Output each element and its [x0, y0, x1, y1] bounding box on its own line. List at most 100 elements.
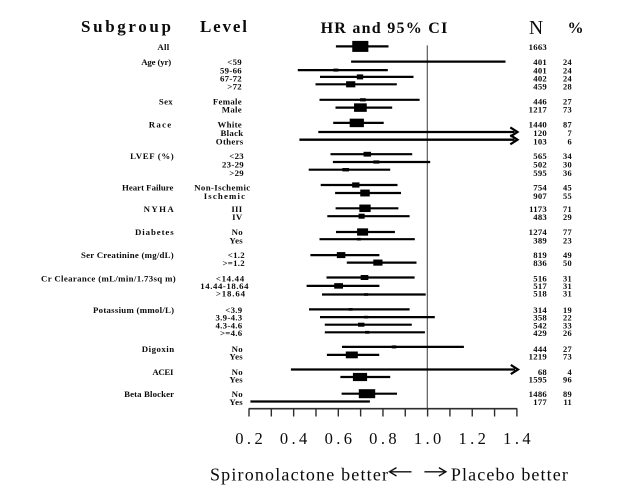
svg-text:24: 24	[563, 58, 572, 67]
svg-text:Male: Male	[222, 104, 242, 114]
svg-text:>18.64: >18.64	[216, 289, 246, 299]
svg-text:1595: 1595	[529, 375, 548, 385]
svg-text:<59: <59	[227, 57, 242, 67]
svg-text:358: 358	[533, 313, 547, 323]
svg-text:50: 50	[563, 259, 572, 268]
svg-text:89: 89	[563, 390, 572, 399]
svg-text:NYHA: NYHA	[144, 204, 175, 214]
svg-text:518: 518	[533, 289, 547, 299]
svg-text:401: 401	[533, 57, 547, 67]
svg-text:23: 23	[563, 236, 572, 245]
svg-text:754: 754	[533, 182, 547, 192]
svg-text:23-29: 23-29	[222, 159, 244, 169]
svg-text:73: 73	[563, 105, 572, 114]
svg-text:Race: Race	[149, 120, 172, 130]
svg-text:Ischemic: Ischemic	[204, 191, 246, 201]
svg-text:27: 27	[563, 98, 572, 107]
svg-text:Subgroup: Subgroup	[81, 17, 171, 36]
svg-text:28: 28	[563, 82, 572, 91]
svg-text:1.4: 1.4	[503, 429, 534, 448]
svg-text:595: 595	[533, 168, 547, 178]
svg-text:401: 401	[533, 65, 547, 75]
svg-text:27: 27	[563, 345, 572, 354]
svg-text:819: 819	[533, 250, 547, 260]
svg-text:%: %	[568, 20, 584, 37]
svg-text:11: 11	[563, 398, 572, 407]
svg-text:Potassium (mmol/L): Potassium (mmol/L)	[93, 305, 174, 315]
svg-text:Yes: Yes	[229, 351, 243, 361]
svg-text:1663: 1663	[529, 42, 548, 52]
svg-text:1.2: 1.2	[458, 429, 489, 448]
svg-text:26: 26	[563, 329, 572, 338]
svg-text:1217: 1217	[529, 104, 548, 114]
svg-text:542: 542	[533, 320, 547, 330]
svg-text:1.0: 1.0	[414, 429, 445, 448]
svg-text:No: No	[232, 344, 244, 354]
svg-text:517: 517	[533, 281, 547, 291]
svg-text:Placebo better: Placebo better	[451, 465, 568, 485]
svg-text:1274: 1274	[529, 227, 548, 237]
svg-text:24: 24	[563, 66, 572, 75]
svg-text:19: 19	[563, 306, 572, 315]
svg-text:389: 389	[533, 235, 547, 245]
svg-text:Yes: Yes	[229, 397, 243, 407]
svg-text:Others: Others	[216, 137, 244, 147]
svg-text:29: 29	[563, 213, 572, 222]
svg-text:III: III	[231, 204, 242, 214]
svg-text:>29: >29	[229, 168, 244, 178]
svg-text:HR and 95% CI: HR and 95% CI	[321, 20, 448, 37]
svg-text:22: 22	[563, 314, 572, 323]
svg-text:483: 483	[533, 212, 547, 222]
svg-text:31: 31	[563, 274, 572, 283]
svg-text:429: 429	[533, 328, 547, 338]
svg-text:1440: 1440	[529, 120, 548, 130]
svg-text:55: 55	[563, 192, 572, 201]
svg-text:314: 314	[533, 305, 547, 315]
svg-text:Yes: Yes	[229, 235, 243, 245]
svg-text:Yes: Yes	[229, 375, 243, 385]
svg-text:<1.2: <1.2	[228, 250, 246, 260]
svg-text:6: 6	[568, 138, 573, 147]
svg-text:31: 31	[563, 290, 572, 299]
svg-text:36: 36	[563, 169, 572, 178]
svg-text:Heart Failure: Heart Failure	[122, 182, 174, 192]
svg-text:White: White	[218, 120, 242, 130]
svg-text:Sex: Sex	[159, 97, 173, 107]
svg-text:34: 34	[563, 152, 572, 161]
svg-text:49: 49	[563, 251, 572, 260]
svg-text:1219: 1219	[529, 351, 548, 361]
svg-text:31: 31	[563, 282, 572, 291]
svg-text:96: 96	[563, 376, 572, 385]
svg-text:502: 502	[533, 159, 547, 169]
svg-text:>72: >72	[227, 81, 242, 91]
svg-text:446: 446	[533, 97, 547, 107]
svg-text:Non-Ischemic: Non-Ischemic	[194, 182, 250, 192]
svg-text:45: 45	[563, 183, 572, 192]
svg-text:Female: Female	[213, 97, 242, 107]
svg-text:0.8: 0.8	[369, 429, 400, 448]
svg-text:<3.9: <3.9	[225, 305, 243, 315]
svg-text:402: 402	[533, 74, 547, 84]
svg-text:3.9-4.3: 3.9-4.3	[215, 313, 242, 323]
svg-text:LVEF (%): LVEF (%)	[130, 151, 174, 161]
svg-text:836: 836	[533, 258, 547, 268]
svg-text:87: 87	[563, 121, 572, 130]
svg-text:444: 444	[533, 344, 547, 354]
svg-text:<14.44: <14.44	[216, 273, 245, 283]
svg-text:565: 565	[533, 151, 547, 161]
svg-text:Ser Creatinine (mg/dL): Ser Creatinine (mg/dL)	[81, 250, 174, 260]
svg-text:4.3-4.6: 4.3-4.6	[215, 320, 242, 330]
svg-text:71: 71	[563, 205, 572, 214]
svg-text:Spironolactone better: Spironolactone better	[210, 465, 388, 485]
svg-text:177: 177	[533, 397, 547, 407]
svg-text:0.4: 0.4	[280, 429, 311, 448]
svg-text:1486: 1486	[529, 389, 548, 399]
svg-text:Black: Black	[220, 128, 243, 138]
svg-text:ACEI: ACEI	[152, 367, 174, 377]
svg-text:516: 516	[533, 273, 547, 283]
svg-text:Diabetes: Diabetes	[135, 227, 174, 237]
svg-text:73: 73	[563, 352, 572, 361]
svg-text:1173: 1173	[529, 204, 547, 214]
svg-text:Cr Clearance (mL/min/1.73sq m): Cr Clearance (mL/min/1.73sq m)	[41, 273, 176, 283]
svg-text:Age (yr): Age (yr)	[141, 57, 171, 67]
